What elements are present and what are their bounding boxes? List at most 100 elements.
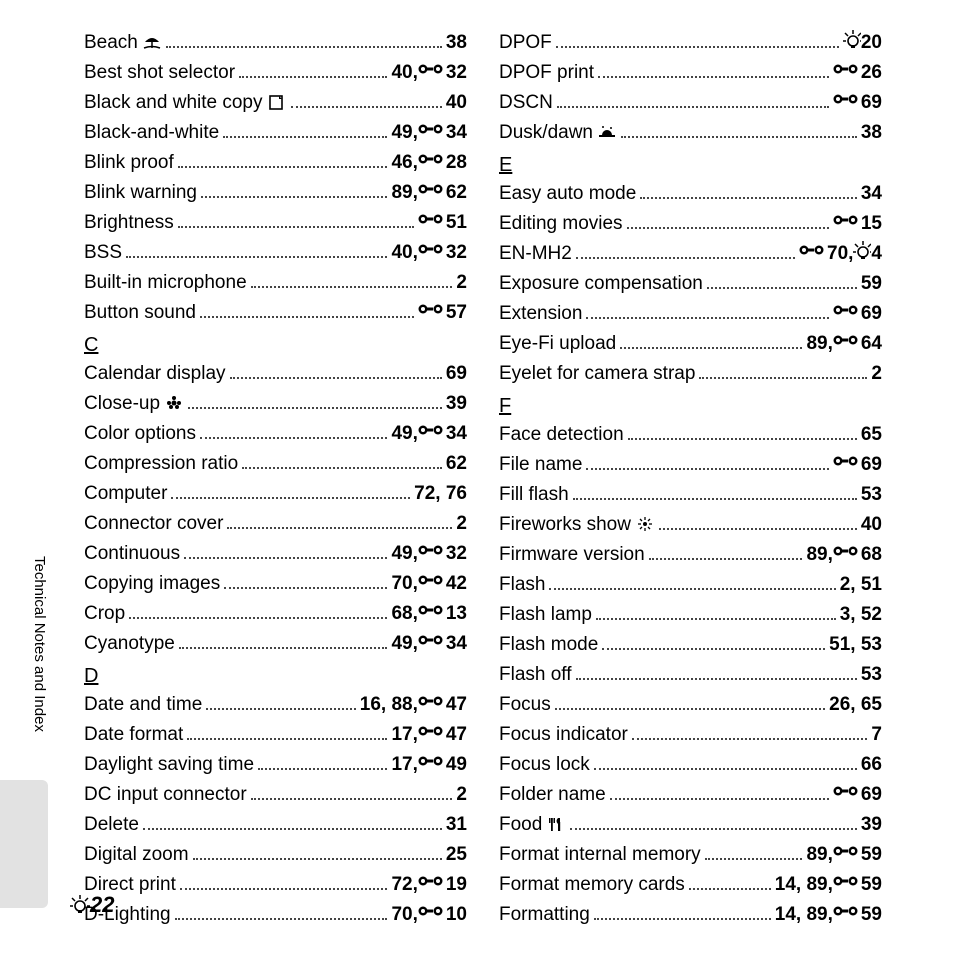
- entry-label: Color options: [84, 419, 196, 449]
- index-entry: Flash lamp3, 52: [499, 600, 882, 630]
- entry-pages: 17, 49: [391, 750, 467, 780]
- entry-pages: 49, 34: [391, 118, 467, 148]
- entry-pages: 59: [861, 269, 882, 299]
- entry-pages: 49, 32: [391, 539, 467, 569]
- reference-icon: [833, 301, 861, 319]
- reference-icon: [418, 300, 446, 318]
- index-entry: Focus26, 65: [499, 690, 882, 720]
- leader-dots: [180, 888, 388, 890]
- leader-dots: [178, 166, 388, 168]
- leader-dots: [555, 708, 825, 710]
- leader-dots: [201, 196, 387, 198]
- index-entry: Computer72, 76: [84, 479, 467, 509]
- leader-dots: [175, 918, 388, 920]
- index-heading: D: [84, 665, 467, 688]
- entry-label: Dusk/dawn: [499, 118, 617, 148]
- reference-icon: [833, 90, 861, 108]
- index-entry: Button sound57: [84, 298, 467, 328]
- leader-dots: [227, 527, 452, 529]
- reference-icon: [418, 722, 446, 740]
- reference-icon: [418, 150, 446, 168]
- leader-dots: [258, 768, 387, 770]
- reference-icon: [418, 60, 446, 78]
- leader-dots: [594, 768, 857, 770]
- bulb-icon: [843, 30, 861, 48]
- entry-pages: 72, 19: [391, 870, 467, 900]
- entry-pages: 26, 65: [829, 690, 882, 720]
- leader-dots: [602, 648, 825, 650]
- entry-pages: 17, 47: [391, 720, 467, 750]
- index-entry: Fireworks show 40: [499, 510, 882, 540]
- entry-label: Calendar display: [84, 359, 226, 389]
- entry-pages: 51: [418, 208, 467, 238]
- leader-dots: [178, 226, 414, 228]
- leader-dots: [126, 256, 387, 258]
- entry-pages: 49, 34: [391, 419, 467, 449]
- entry-label: Exposure compensation: [499, 269, 703, 299]
- index-entry: Color options 49, 34: [84, 419, 467, 449]
- index-entry: BSS40, 32: [84, 238, 467, 268]
- entry-label: Copying images: [84, 569, 220, 599]
- flower-icon: [164, 395, 184, 411]
- entry-pages: 40, 32: [391, 58, 467, 88]
- entry-label: Close-up: [84, 389, 184, 419]
- reference-icon: [799, 241, 827, 259]
- entry-label: Food: [499, 810, 566, 840]
- index-entry: Continuous 49, 32: [84, 539, 467, 569]
- entry-label: Focus indicator: [499, 720, 628, 750]
- entry-label: Cyanotype: [84, 629, 175, 659]
- index-entry: D-Lighting70, 10: [84, 900, 467, 930]
- entry-label: Easy auto mode: [499, 179, 636, 209]
- entry-pages: 89, 68: [806, 540, 882, 570]
- entry-pages: 46, 28: [391, 148, 467, 178]
- entry-pages: 3, 52: [840, 600, 882, 630]
- section-label: Technical Notes and Index: [28, 556, 48, 732]
- index-entry: DSCN69: [499, 88, 882, 118]
- entry-pages: 72, 76: [414, 479, 467, 509]
- index-entry: Date format17, 47: [84, 720, 467, 750]
- reference-icon: [418, 541, 446, 559]
- entry-label: Digital zoom: [84, 840, 189, 870]
- index-heading: E: [499, 154, 882, 177]
- leader-dots: [230, 377, 442, 379]
- index-entry: Blink proof46, 28: [84, 148, 467, 178]
- index-entry: Digital zoom25: [84, 840, 467, 870]
- index-entry: DPOF20: [499, 28, 882, 58]
- leader-dots: [610, 798, 829, 800]
- leader-dots: [699, 377, 867, 379]
- entry-pages: 14, 89, 59: [775, 870, 882, 900]
- reference-icon: [833, 542, 861, 560]
- entry-pages: 68, 13: [391, 599, 467, 629]
- leader-dots: [129, 617, 387, 619]
- entry-pages: 40, 32: [391, 238, 467, 268]
- entry-pages: 2: [456, 780, 467, 810]
- leader-dots: [251, 286, 453, 288]
- entry-label: Crop: [84, 599, 125, 629]
- doc-icon: [267, 94, 287, 110]
- bulb-icon: [70, 895, 90, 915]
- index-entry: Eyelet for camera strap2: [499, 359, 882, 389]
- leader-dots: [573, 498, 857, 500]
- entry-label: Face detection: [499, 420, 624, 450]
- entry-label: Daylight saving time: [84, 750, 254, 780]
- index-entry: Connector cover2: [84, 509, 467, 539]
- leader-dots: [556, 46, 839, 48]
- page-footer: 22: [70, 892, 114, 918]
- index-entry: Flash mode51, 53: [499, 630, 882, 660]
- leader-dots: [549, 588, 835, 590]
- index-entry: Compression ratio62: [84, 449, 467, 479]
- index-entry: Crop 68, 13: [84, 599, 467, 629]
- reference-icon: [418, 240, 446, 258]
- index-column-left: Beach 38Best shot selector40, 32Black an…: [84, 28, 467, 930]
- reference-icon: [418, 692, 446, 710]
- index-entry: Close-up 39: [84, 389, 467, 419]
- reference-icon: [418, 752, 446, 770]
- leader-dots: [594, 918, 771, 920]
- index-entry: Face detection65: [499, 420, 882, 450]
- reference-icon: [418, 601, 446, 619]
- index-entry: Focus lock66: [499, 750, 882, 780]
- entry-pages: 40: [861, 510, 882, 540]
- entry-pages: 57: [418, 298, 467, 328]
- entry-label: Continuous: [84, 539, 180, 569]
- index-entry: Best shot selector40, 32: [84, 58, 467, 88]
